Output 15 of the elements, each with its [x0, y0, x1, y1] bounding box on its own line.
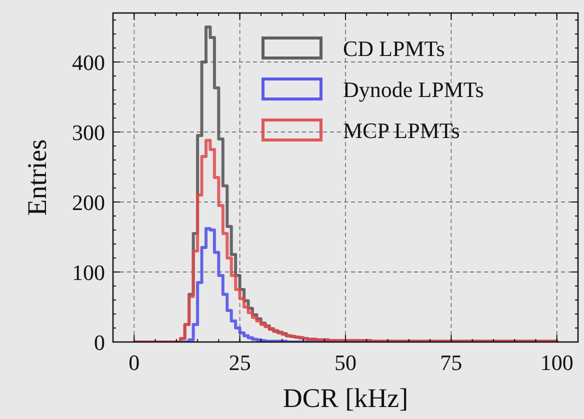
- y-tick-label: 400: [72, 50, 105, 75]
- legend-label: MCP LPMTs: [343, 118, 460, 143]
- y-axis-title: Entries: [22, 139, 52, 216]
- y-tick-label: 200: [72, 190, 105, 215]
- x-tick-label: 0: [128, 350, 140, 375]
- x-tick-label: 100: [540, 350, 574, 375]
- x-tick-label: 25: [228, 350, 251, 375]
- legend-label: Dynode LPMTs: [343, 77, 484, 102]
- legend-label: CD LPMTs: [343, 36, 445, 61]
- x-tick-label: 75: [440, 350, 462, 375]
- x-tick-label: 50: [334, 350, 356, 375]
- y-tick-label: 100: [72, 260, 105, 285]
- y-tick-label: 0: [94, 330, 105, 355]
- x-axis-title: DCR [kHz]: [282, 383, 408, 413]
- y-tick-label: 300: [72, 120, 105, 145]
